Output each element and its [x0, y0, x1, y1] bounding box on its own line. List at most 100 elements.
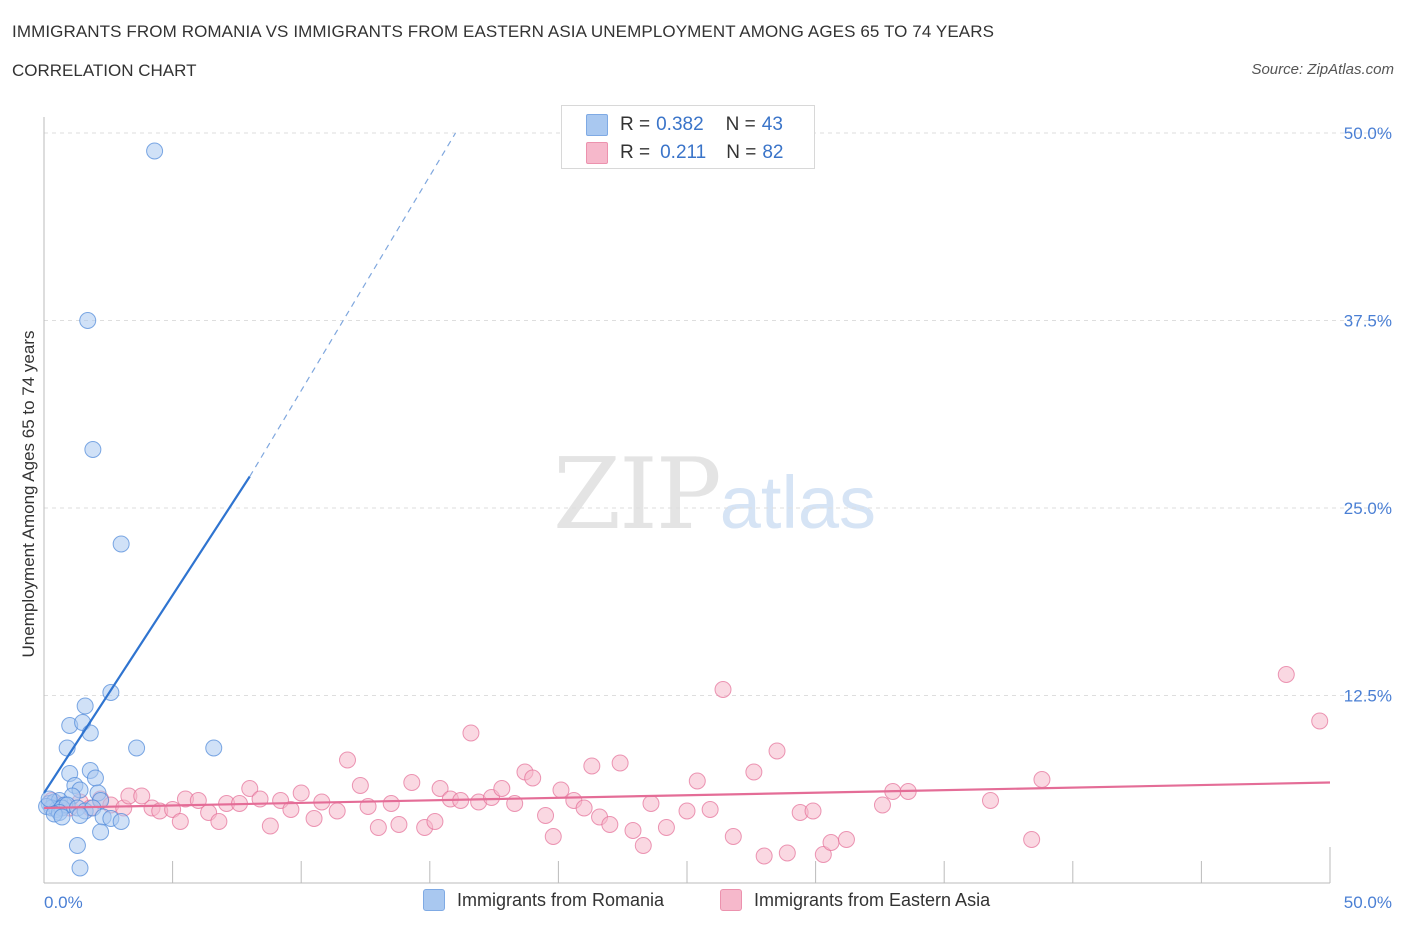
n-label: N =: [725, 114, 756, 135]
eastern-asia-point: [768, 742, 786, 760]
romania-point: [146, 142, 164, 160]
zipatlas-watermark: ZIPatlas: [553, 438, 876, 552]
eastern-asia-trend-line: [43, 781, 1331, 810]
eastern-asia-point: [369, 819, 387, 836]
eastern-asia-swatch: [586, 142, 608, 164]
y-tick-label: 25.0%: [1344, 499, 1392, 518]
eastern-asia-point: [171, 813, 189, 830]
y-axis-label: Unemployment Among Ages 65 to 74 years: [19, 331, 38, 658]
romania-point: [112, 535, 130, 553]
eastern-asia-point: [382, 795, 400, 812]
romania-point: [71, 807, 89, 824]
eastern-asia-point: [778, 844, 796, 862]
y-tick-label: 37.5%: [1344, 312, 1392, 331]
romania-trend-line: [43, 475, 251, 794]
eastern-asia-point: [583, 757, 601, 775]
eastern-asia-legend-swatch: [720, 889, 742, 911]
eastern-asia-point: [611, 754, 629, 772]
chart-title: IMMIGRANTS FROM ROMANIA VS IMMIGRANTS FR…: [12, 22, 995, 41]
romania-point: [86, 769, 104, 787]
tick-labels: 12.5% 25.0% 37.5% 50.0% 0.0% 50.0%: [44, 124, 1392, 912]
eastern-asia-point: [724, 828, 742, 845]
eastern-asia-point: [261, 817, 279, 835]
eastern-asia-point: [1033, 771, 1051, 788]
romania-swatch: [586, 114, 608, 136]
r-label: R =: [620, 142, 651, 163]
eastern-asia-point: [575, 799, 593, 817]
watermark-zip: ZIP: [553, 438, 722, 552]
romania-point: [84, 441, 102, 458]
legend-item-romania[interactable]: Immigrants from Romania: [423, 889, 664, 911]
source-credit: Source: ZipAtlas.com: [1251, 61, 1394, 78]
eastern-asia-point: [305, 810, 323, 827]
eastern-asia-point: [981, 792, 999, 809]
eastern-asia-point: [814, 846, 832, 863]
romania-point: [79, 312, 97, 329]
eastern-asia-point: [714, 681, 732, 698]
romania-point: [81, 724, 99, 742]
trend-lines: [43, 132, 1331, 810]
x-tick-label-max: 50.0%: [1344, 893, 1392, 912]
eastern-asia-point: [403, 774, 421, 791]
eastern-asia-point: [804, 802, 822, 820]
romania-point: [205, 739, 223, 757]
eastern-asia-point: [1277, 666, 1295, 683]
grid-lines: [44, 132, 1385, 696]
eastern-asia-point: [426, 813, 444, 830]
romania-point: [71, 859, 89, 877]
eastern-asia-point: [678, 802, 696, 820]
eastern-asia-point: [241, 780, 259, 797]
romania-point: [40, 790, 58, 808]
watermark-atlas: atlas: [719, 461, 877, 544]
eastern-asia-point: [624, 822, 642, 839]
r-label: R =: [620, 114, 651, 135]
eastern-asia-point: [634, 837, 652, 854]
y-tick-label: 12.5%: [1344, 687, 1392, 706]
eastern-asia-point: [390, 816, 408, 833]
eastern-asia-point: [210, 813, 228, 830]
r-value: 0.211: [660, 142, 707, 163]
eastern-asia-point: [133, 787, 151, 805]
x-tick-label-min: 0.0%: [44, 893, 83, 912]
chart-subtitle: CORRELATION CHART: [12, 61, 197, 80]
eastern-asia-point: [544, 828, 562, 845]
correlation-legend: R = 0.382 N = 43 R = 0.211 N = 82: [561, 105, 815, 169]
romania-point: [92, 823, 110, 841]
eastern-asia-point: [745, 763, 763, 781]
n-label: N =: [726, 142, 757, 163]
romania-legend-swatch: [423, 889, 445, 911]
legend-row-eastern-asia: R = 0.211 N = 82: [586, 141, 784, 165]
axes: [43, 117, 1331, 884]
eastern-asia-point: [701, 801, 719, 818]
eastern-asia-point: [338, 751, 356, 769]
eastern-asia-point: [431, 780, 449, 797]
eastern-asia-point: [292, 784, 310, 802]
eastern-asia-point: [873, 796, 891, 814]
n-value: 82: [762, 142, 784, 163]
eastern-asia-point: [688, 772, 706, 790]
romania-point: [112, 813, 130, 830]
romania-legend-label: Immigrants from Romania: [457, 889, 665, 910]
romania-point: [53, 808, 71, 826]
eastern-asia-point: [328, 802, 346, 820]
eastern-asia-point: [351, 777, 369, 794]
eastern-asia-point: [462, 724, 480, 742]
romania-point: [68, 837, 86, 854]
legend-row-romania: R = 0.382 N = 43: [586, 113, 783, 137]
data-points: [38, 142, 1329, 877]
legend-item-eastern-asia[interactable]: Immigrants from Eastern Asia: [720, 889, 990, 911]
eastern-asia-point: [552, 781, 570, 799]
eastern-asia-point: [1311, 712, 1329, 730]
series-legend: Immigrants from Romania Immigrants from …: [0, 889, 1406, 915]
eastern-asia-point: [493, 780, 511, 797]
eastern-asia-point: [837, 831, 855, 848]
romania-point: [76, 697, 94, 715]
eastern-asia-point: [1023, 831, 1041, 848]
eastern-asia-point: [524, 769, 542, 787]
romania-point: [128, 739, 146, 757]
eastern-asia-point: [642, 795, 660, 812]
eastern-asia-point: [755, 847, 773, 865]
y-tick-label: 50.0%: [1344, 124, 1392, 143]
eastern-asia-point: [601, 816, 619, 833]
